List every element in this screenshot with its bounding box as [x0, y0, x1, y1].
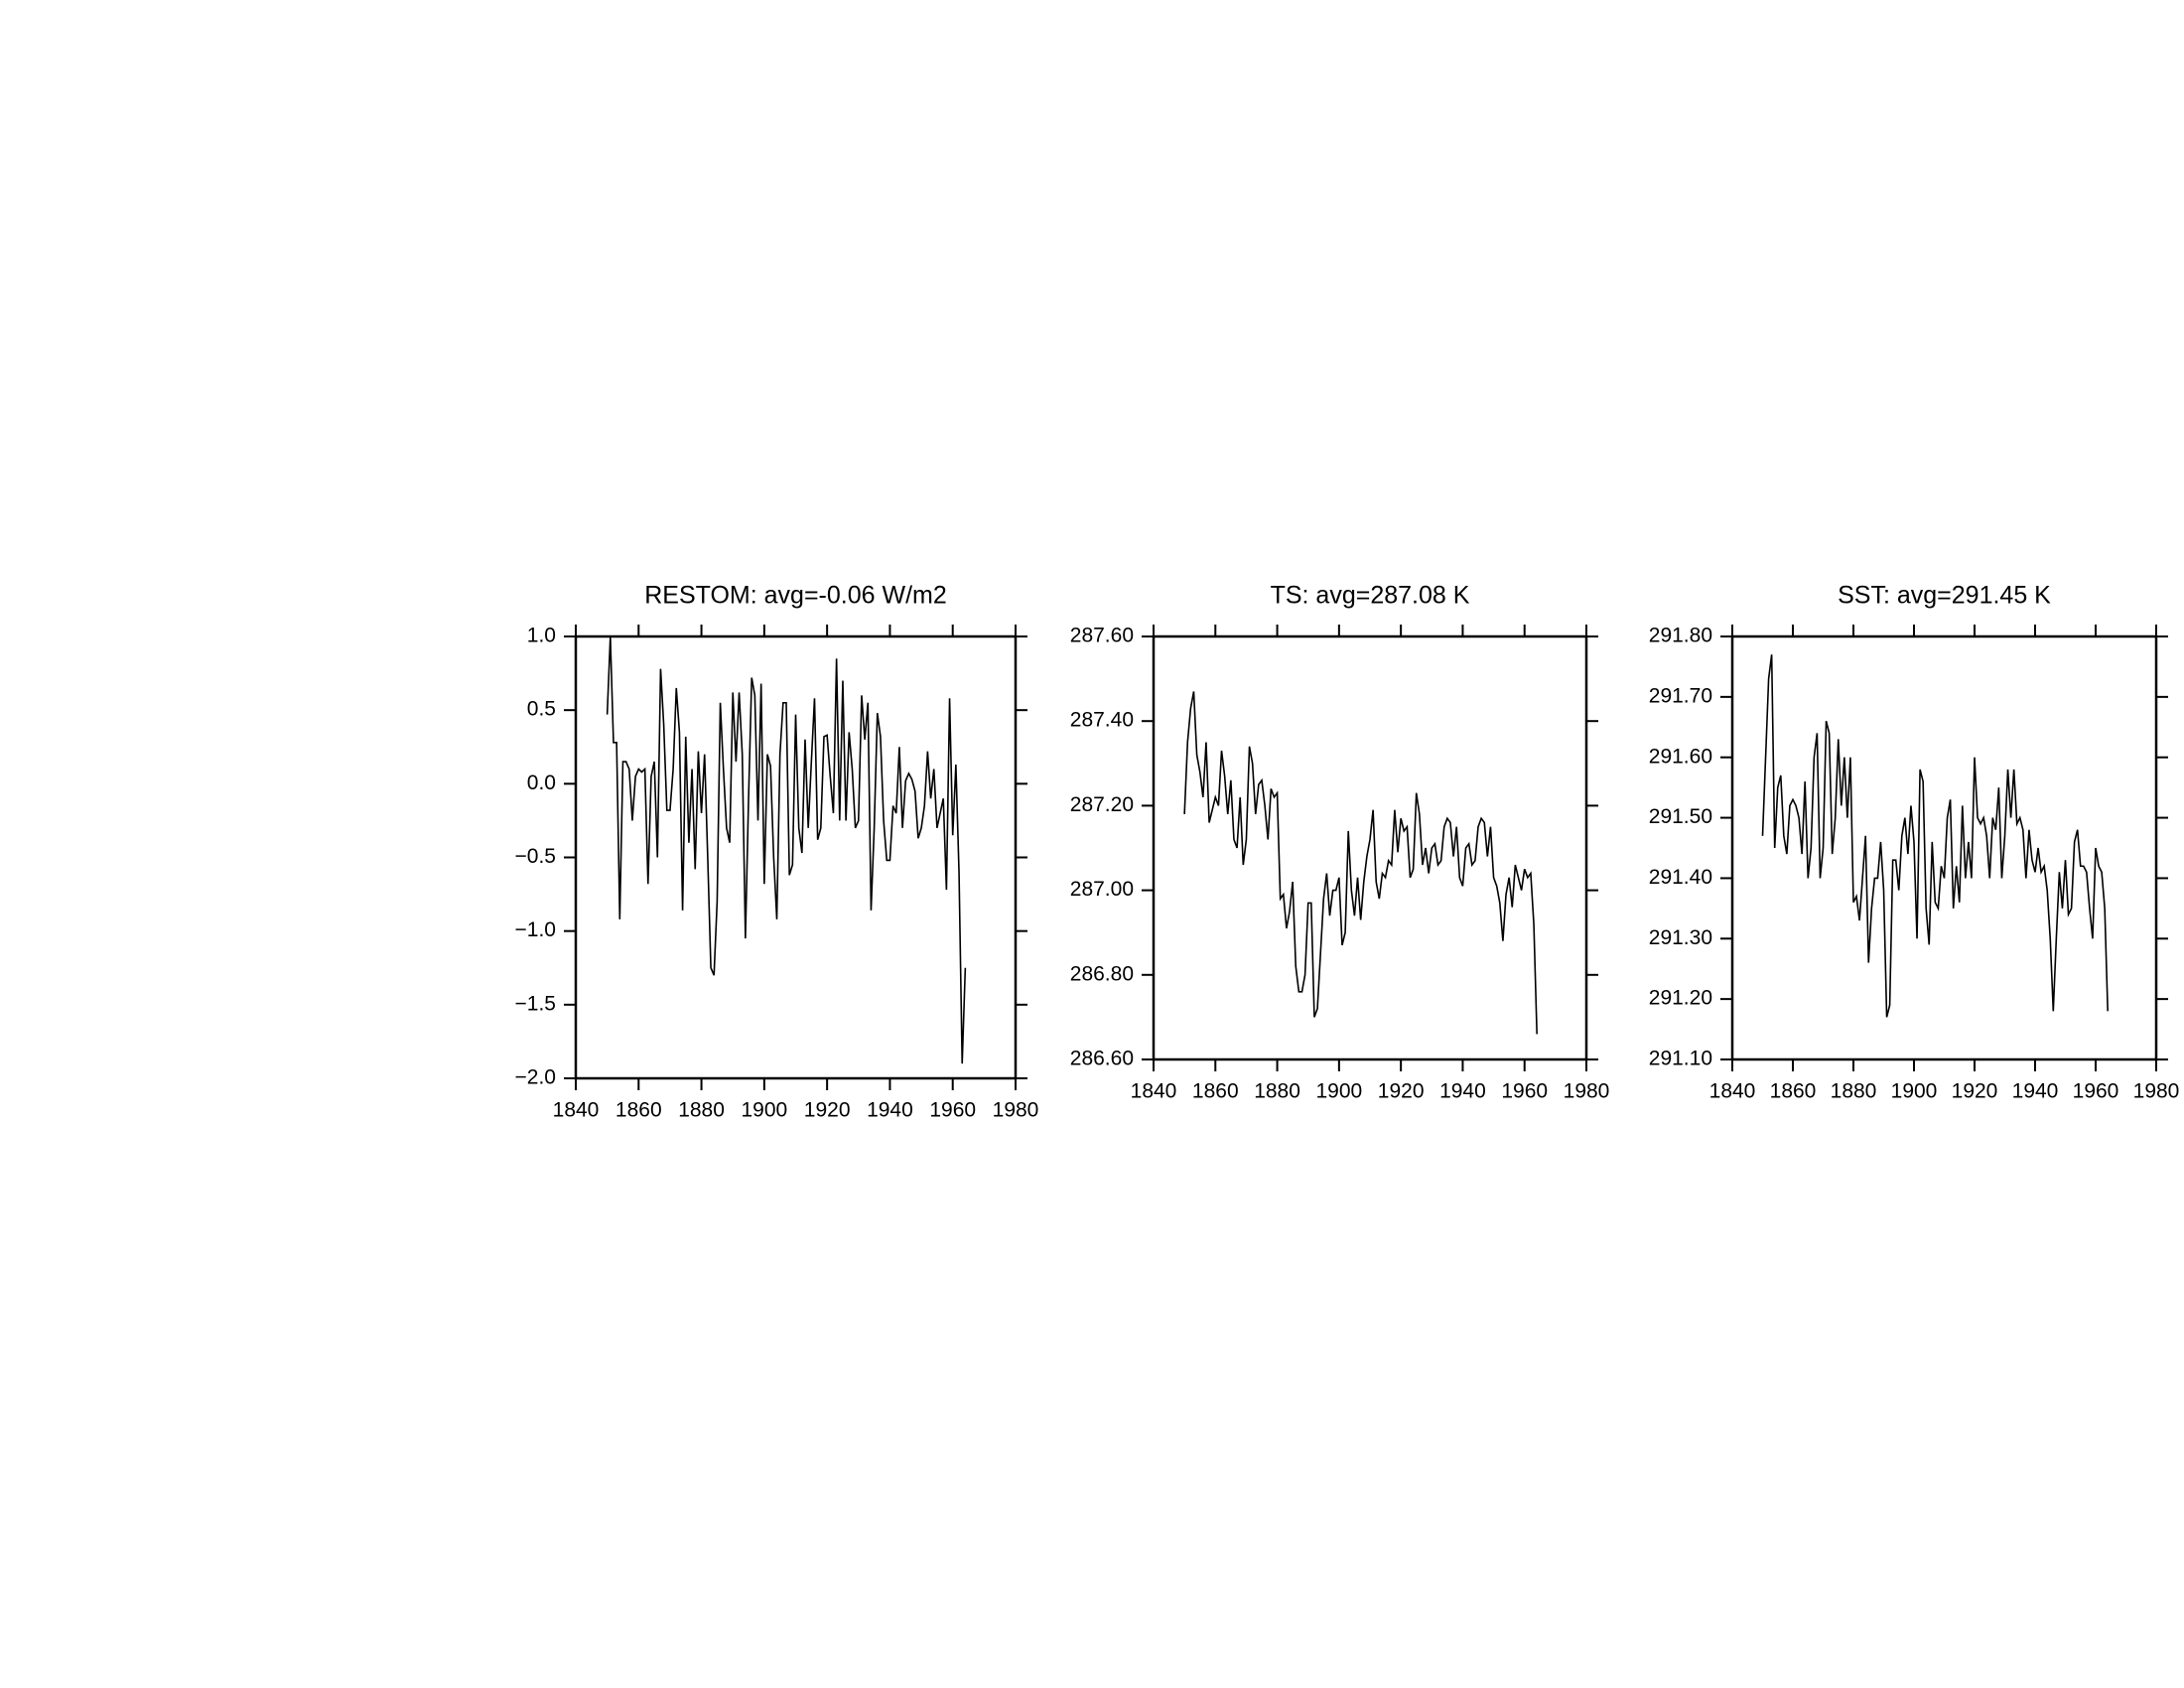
y-tick-label: 286.80: [1070, 962, 1134, 985]
x-tick-label: 1880: [1254, 1080, 1300, 1103]
x-tick-label: 1960: [929, 1099, 976, 1122]
y-tick-label: 291.40: [1649, 866, 1712, 889]
chart-title: RESTOM: avg=-0.06 W/m2: [644, 582, 947, 610]
y-tick-label: −1.0: [515, 918, 556, 941]
chart-title: SST: avg=291.45 K: [1838, 582, 2051, 610]
x-tick-label: 1900: [1315, 1080, 1362, 1103]
data-line: [1183, 691, 1538, 1035]
x-tick-label: 1860: [1192, 1080, 1239, 1103]
y-tick-label: 287.20: [1070, 793, 1134, 816]
x-tick-label: 1980: [993, 1099, 1039, 1122]
plot-frame: [1152, 634, 1588, 1061]
y-tick-label: −1.5: [515, 992, 556, 1015]
x-tick-label: 1840: [1131, 1080, 1177, 1103]
x-tick-label: 1920: [1378, 1080, 1425, 1103]
plot-frame: [1730, 634, 2158, 1061]
y-tick-label: 287.60: [1070, 625, 1134, 647]
y-tick-label: −0.5: [515, 845, 556, 868]
y-tick-label: 287.00: [1070, 878, 1134, 901]
y-tick-label: 1.0: [527, 625, 556, 647]
x-tick-label: 1940: [867, 1099, 913, 1122]
x-tick-label: 1880: [1831, 1080, 1877, 1103]
x-tick-label: 1900: [1891, 1080, 1938, 1103]
y-tick-label: 0.0: [527, 772, 556, 794]
x-tick-label: 1860: [1770, 1080, 1817, 1103]
y-tick-label: −2.0: [515, 1066, 556, 1089]
x-tick-label: 1880: [678, 1099, 725, 1122]
x-tick-label: 1940: [2012, 1080, 2059, 1103]
x-tick-label: 1980: [1564, 1080, 1610, 1103]
y-tick-label: 291.80: [1649, 625, 1712, 647]
x-tick-label: 1940: [1439, 1080, 1486, 1103]
chart-title: TS: avg=287.08 K: [1271, 582, 1470, 610]
y-tick-label: 291.50: [1649, 805, 1712, 828]
x-tick-label: 1900: [741, 1099, 787, 1122]
data-line: [1761, 654, 2109, 1018]
y-tick-label: 0.5: [527, 698, 556, 721]
x-tick-label: 1980: [2133, 1080, 2180, 1103]
y-tick-label: 287.40: [1070, 709, 1134, 732]
y-tick-label: 291.30: [1649, 926, 1712, 949]
y-tick-label: 291.60: [1649, 745, 1712, 768]
y-tick-label: 291.20: [1649, 987, 1712, 1010]
y-tick-label: 291.10: [1649, 1048, 1712, 1070]
x-tick-label: 1840: [553, 1099, 600, 1122]
x-tick-label: 1960: [1501, 1080, 1548, 1103]
x-tick-label: 1860: [615, 1099, 662, 1122]
x-tick-label: 1840: [1709, 1080, 1756, 1103]
y-tick-label: 286.60: [1070, 1048, 1134, 1070]
y-tick-label: 291.70: [1649, 684, 1712, 707]
data-line: [606, 635, 967, 1064]
x-tick-label: 1960: [2073, 1080, 2119, 1103]
x-tick-label: 1920: [804, 1099, 851, 1122]
x-tick-label: 1920: [1952, 1080, 1998, 1103]
